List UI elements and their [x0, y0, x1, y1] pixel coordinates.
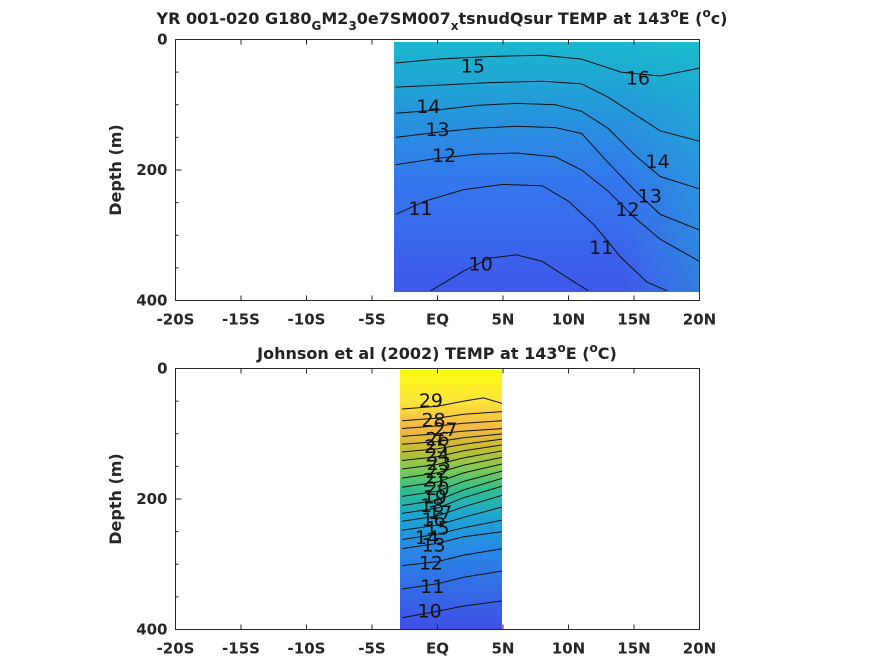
bottom-contour-label: 11	[420, 576, 444, 598]
bottom-contours	[402, 397, 502, 619]
top-x-tick-label: -5S	[358, 311, 385, 329]
bottom-contour-label: 15	[425, 518, 449, 540]
top-x-tick-label: 15N	[617, 311, 650, 329]
bottom-contour-line	[402, 531, 502, 550]
bottom-contour-line	[402, 519, 502, 540]
top-x-tick-label: EQ	[426, 311, 449, 329]
bottom-contour-line	[402, 494, 502, 522]
top-y-tick-label: 0	[157, 31, 167, 49]
bottom-x-tick-label: -15S	[222, 640, 260, 656]
top-contour-line	[395, 80, 699, 142]
top-y-axis-label: Depth (m)	[106, 124, 125, 216]
bottom-contour-line	[402, 420, 502, 429]
bottom-contour-line	[402, 444, 502, 461]
bottom-x-tick-label: 10N	[552, 640, 585, 656]
bottom-x-tick-label: -10S	[288, 640, 326, 656]
bottom-panel: Johnson et al (2002) TEMP at 143oE (oC) …	[106, 341, 716, 656]
top-title: YR 001-020 G180GM230e7SM007xtsnudQsur TE…	[156, 6, 728, 33]
bottom-contour-label: 22	[425, 461, 449, 483]
bottom-x-axis: -20S -15S -10S -5S EQ 5N 10N 15N 20N	[157, 368, 716, 656]
bottom-contour-label: 24	[425, 445, 449, 467]
bottom-contour-line	[402, 477, 502, 506]
bottom-y-tick-label: 200	[136, 490, 167, 508]
bottom-y-tick-label: 400	[136, 621, 167, 639]
top-contour-line	[395, 183, 667, 292]
top-data-field-tint	[394, 42, 699, 292]
bottom-contour-line	[402, 456, 502, 479]
top-x-tick-label: 5N	[492, 311, 515, 329]
bottom-contour-label: 26	[425, 428, 449, 450]
top-contour-label: 14	[645, 151, 669, 173]
top-contour-label: 12	[615, 199, 639, 221]
bottom-contour-label: 27	[433, 419, 457, 441]
bottom-contour-label: 21	[423, 469, 447, 491]
top-contours	[395, 54, 699, 292]
bottom-contour-label: 13	[421, 535, 445, 557]
top-y-tick-label: 400	[136, 292, 167, 310]
top-y-axis: 0 200 400	[136, 31, 182, 310]
bottom-contour-line	[402, 411, 502, 422]
bottom-contour-line	[402, 433, 502, 445]
bottom-contour-line	[402, 506, 502, 531]
top-contour-line	[395, 125, 699, 231]
top-contour-label: 12	[432, 145, 456, 167]
bottom-contour-label: 29	[419, 390, 443, 412]
bottom-contour-line	[402, 450, 502, 470]
bottom-contour-label: 14	[415, 527, 439, 549]
top-contour-label: 11	[408, 198, 432, 220]
bottom-contour-label: 17	[428, 502, 452, 524]
bottom-x-tick-label: -5S	[358, 640, 385, 656]
bottom-x-tick-label: 20N	[683, 640, 716, 656]
bottom-contour-label: 12	[419, 552, 443, 574]
bottom-contour-label: 28	[421, 409, 445, 431]
bottom-contour-line	[402, 485, 502, 514]
top-contour-label: 13	[638, 185, 662, 207]
bottom-contour-line	[402, 548, 502, 567]
top-contour-label: 10	[469, 253, 493, 275]
bottom-contour-line	[402, 463, 502, 488]
bottom-contour-label: 19	[423, 486, 447, 508]
top-x-tick-label: 10N	[552, 311, 585, 329]
bottom-contour-label: 20	[425, 478, 449, 500]
bottom-x-tick-label: -20S	[157, 640, 195, 656]
bottom-contour-line	[402, 438, 502, 453]
top-contour-label: 16	[626, 67, 650, 89]
top-contour-label: 14	[416, 96, 440, 118]
bottom-contour-label: 10	[418, 601, 442, 623]
top-y-tick-label: 200	[136, 161, 167, 179]
bottom-y-axis-label: Depth (m)	[106, 453, 125, 545]
bottom-title: Johnson et al (2002) TEMP at 143oE (oC)	[256, 341, 617, 363]
top-x-tick-label: -20S	[157, 311, 195, 329]
bottom-x-tick-label: EQ	[426, 640, 449, 656]
bottom-contour-label: 18	[420, 495, 444, 517]
bottom-contour-line	[402, 397, 502, 410]
top-x-tick-label: -15S	[222, 311, 260, 329]
top-x-axis: -20S -15S -10S -5S EQ 5N 10N 15N 20N	[157, 39, 716, 329]
bottom-y-axis: 0 200 400	[136, 360, 182, 639]
bottom-contour-label: 25	[424, 436, 448, 458]
bottom-contour-label: 16	[421, 509, 445, 531]
top-contour-label: 15	[461, 56, 485, 78]
bottom-contour-line	[402, 570, 502, 590]
top-contour-line	[395, 54, 699, 77]
bottom-x-tick-label: 5N	[492, 640, 515, 656]
top-contour-label: 11	[589, 237, 613, 259]
bottom-y-tick-label: 0	[157, 360, 167, 378]
top-contour-line	[395, 102, 699, 190]
top-contour-line	[395, 152, 699, 262]
bottom-contour-label: 23	[427, 453, 451, 475]
bottom-contour-line	[402, 600, 502, 619]
top-contour-line	[430, 254, 589, 292]
bottom-contour-line	[402, 428, 502, 437]
bottom-contour-line	[402, 470, 502, 497]
top-x-tick-label: 20N	[683, 311, 716, 329]
top-panel: YR 001-020 G180GM230e7SM007xtsnudQsur TE…	[106, 6, 727, 329]
top-x-tick-label: -10S	[288, 311, 326, 329]
bottom-x-tick-label: 15N	[617, 640, 650, 656]
top-contour-label: 13	[425, 119, 449, 141]
